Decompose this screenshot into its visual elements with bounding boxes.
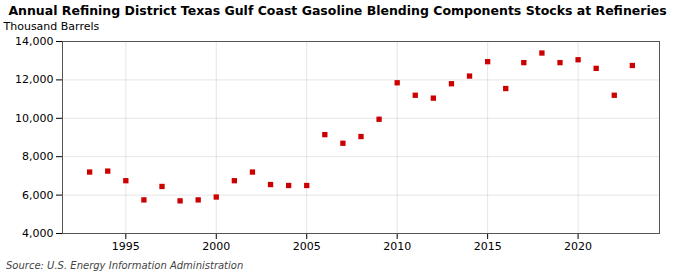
svg-text:14,000: 14,000 [15,35,54,48]
svg-text:12,000: 12,000 [15,73,54,86]
svg-text:2000: 2000 [202,240,230,253]
svg-text:2005: 2005 [293,240,321,253]
svg-text:8,000: 8,000 [22,150,54,163]
svg-text:2015: 2015 [474,240,502,253]
svg-text:Thousand Barrels: Thousand Barrels [3,20,100,33]
html-text:Annual Refining District Texas: Annual Refining District Texas Gulf Coas… [8,3,667,18]
svg-text:1995: 1995 [112,240,140,253]
svg-text:2020: 2020 [564,240,592,253]
svg-text:4,000: 4,000 [22,227,54,240]
html-text:Source: U.S. Energy Informatio: Source: U.S. Energy Information Administ… [6,260,244,271]
svg-text:2010: 2010 [383,240,411,253]
svg-text:6,000: 6,000 [22,189,54,202]
svg-text:10,000: 10,000 [15,112,54,125]
